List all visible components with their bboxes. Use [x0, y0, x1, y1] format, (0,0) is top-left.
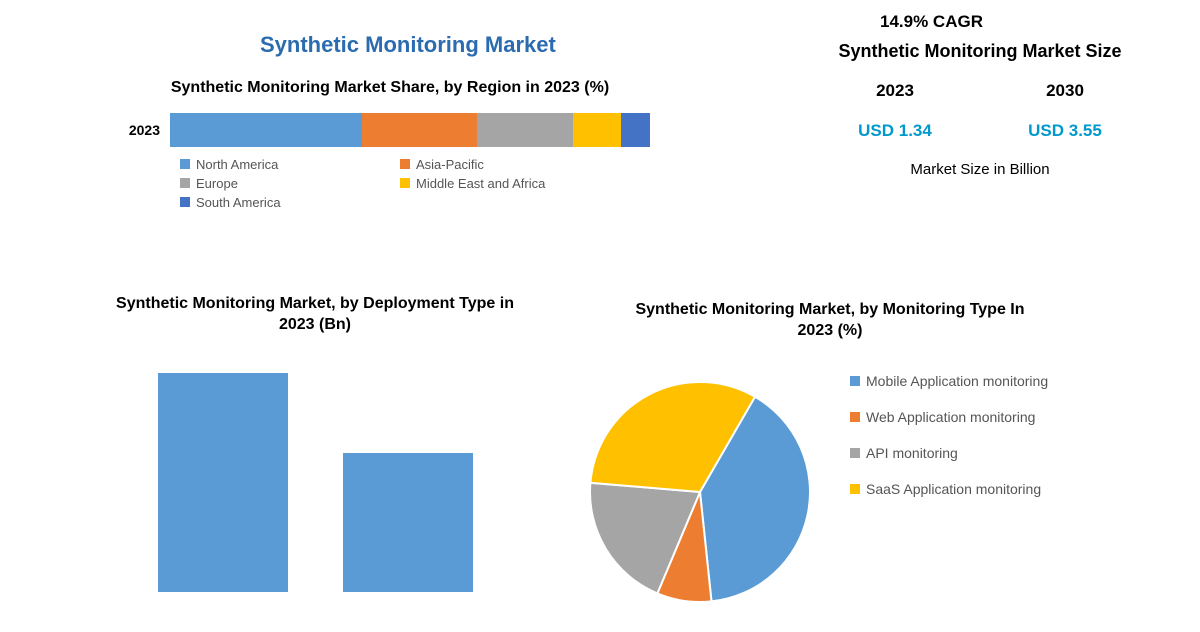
- legend-item: SaaS Application monitoring: [850, 480, 1090, 498]
- deployment-bar-chart: Synthetic Monitoring Market, by Deployme…: [100, 294, 530, 592]
- stacked-segment: [362, 113, 477, 147]
- legend-item: North America: [180, 157, 400, 172]
- stacked-segment: [170, 113, 362, 147]
- bar: [343, 453, 473, 592]
- value-2030: USD 3.55: [1028, 121, 1102, 141]
- legend-swatch: [850, 484, 860, 494]
- legend-label: Europe: [196, 176, 238, 191]
- year-2030: 2030: [1046, 81, 1084, 101]
- legend-label: Middle East and Africa: [416, 176, 545, 191]
- year-2023: 2023: [876, 81, 914, 101]
- region-share-chart: Synthetic Monitoring Market Share, by Re…: [110, 78, 670, 214]
- market-size-unit: Market Size in Billion: [810, 161, 1150, 178]
- monitoring-pie-chart: Synthetic Monitoring Market, by Monitori…: [560, 300, 1180, 632]
- market-size-title: Synthetic Monitoring Market Size: [810, 40, 1150, 63]
- legend-swatch: [850, 412, 860, 422]
- legend-item: Asia-Pacific: [400, 157, 620, 172]
- stacked-bar: [170, 113, 650, 147]
- legend-item: Web Application monitoring: [850, 408, 1090, 426]
- legend-swatch: [400, 178, 410, 188]
- main-title: Synthetic Monitoring Market: [260, 32, 556, 58]
- pie-legend: Mobile Application monitoring Web Applica…: [850, 372, 1090, 517]
- legend-label: North America: [196, 157, 278, 172]
- legend-swatch: [180, 159, 190, 169]
- legend-label: Web Application monitoring: [866, 408, 1035, 426]
- legend-label: Asia-Pacific: [416, 157, 484, 172]
- legend-swatch: [850, 376, 860, 386]
- cagr-label: 14.9% CAGR: [880, 12, 983, 32]
- pie-svg: [560, 352, 840, 632]
- legend-item: API monitoring: [850, 444, 1090, 462]
- legend-item: Middle East and Africa: [400, 176, 620, 191]
- legend-swatch: [400, 159, 410, 169]
- market-size-values: USD 1.34 USD 3.55: [810, 121, 1150, 141]
- stacked-segment: [621, 113, 650, 147]
- value-2023: USD 1.34: [858, 121, 932, 141]
- legend-item: South America: [180, 195, 400, 210]
- legend-label: API monitoring: [866, 444, 958, 462]
- legend-swatch: [180, 197, 190, 207]
- pie-chart-title: Synthetic Monitoring Market, by Monitori…: [620, 300, 1040, 342]
- legend-label: Mobile Application monitoring: [866, 372, 1048, 390]
- deployment-chart-title: Synthetic Monitoring Market, by Deployme…: [100, 294, 530, 336]
- bar-chart-area: [100, 352, 530, 592]
- stacked-row: 2023: [110, 113, 670, 147]
- market-size-years: 2023 2030: [810, 81, 1150, 101]
- market-size-panel: Synthetic Monitoring Market Size 2023 20…: [810, 40, 1150, 178]
- legend-swatch: [180, 178, 190, 188]
- legend-label: South America: [196, 195, 281, 210]
- bar: [158, 373, 288, 592]
- stacked-ylabel: 2023: [110, 122, 170, 138]
- legend-label: SaaS Application monitoring: [866, 480, 1041, 498]
- legend-item: Mobile Application monitoring: [850, 372, 1090, 390]
- stacked-segment: [573, 113, 621, 147]
- region-chart-title: Synthetic Monitoring Market Share, by Re…: [110, 78, 670, 99]
- stacked-segment: [477, 113, 573, 147]
- region-legend: North America Asia-Pacific Europe Middle Ea…: [180, 157, 660, 214]
- legend-swatch: [850, 448, 860, 458]
- legend-item: Europe: [180, 176, 400, 191]
